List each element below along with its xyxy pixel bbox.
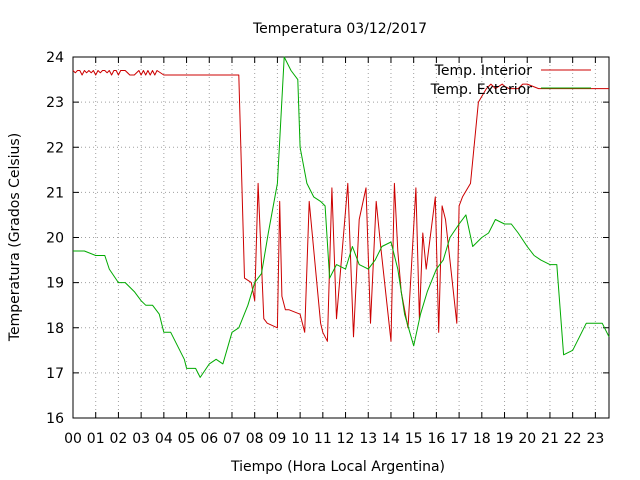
y-tick-label: 22 bbox=[46, 140, 64, 156]
x-tick-label: 20 bbox=[518, 431, 536, 447]
x-tick-label: 05 bbox=[178, 431, 196, 447]
y-tick-label: 17 bbox=[46, 366, 64, 382]
y-tick-label: 16 bbox=[46, 411, 64, 427]
x-tick-label: 23 bbox=[586, 431, 604, 447]
series-line-temp-exterior bbox=[73, 56, 610, 378]
x-axis-label: Tiempo (Hora Local Argentina) bbox=[230, 459, 445, 475]
x-tick-label: 15 bbox=[405, 431, 423, 447]
legend-label-temp-interior: Temp. Interior bbox=[434, 63, 533, 79]
x-tick-label: 02 bbox=[110, 431, 128, 447]
legend-label-temp-exterior: Temp. Exterior bbox=[430, 82, 533, 98]
x-tick-label: 04 bbox=[155, 431, 173, 447]
x-tick-label: 09 bbox=[268, 431, 286, 447]
x-tick-label: 00 bbox=[64, 431, 82, 447]
x-tick-label: 07 bbox=[223, 431, 241, 447]
x-tick-label: 11 bbox=[314, 431, 332, 447]
x-tick-label: 22 bbox=[564, 431, 582, 447]
y-axis-label: Temperatura (Grados Celsius) bbox=[7, 133, 23, 342]
y-tick-label: 21 bbox=[46, 185, 64, 201]
x-tick-label: 03 bbox=[132, 431, 150, 447]
x-tick-label: 08 bbox=[246, 431, 264, 447]
y-tick-label: 19 bbox=[46, 276, 64, 292]
y-tick-label: 24 bbox=[46, 50, 64, 66]
y-tick-label: 23 bbox=[46, 95, 64, 111]
x-tick-label: 18 bbox=[473, 431, 491, 447]
y-tick-label: 18 bbox=[46, 321, 64, 337]
series-line-temp-interior bbox=[72, 70, 609, 342]
x-tick-label: 12 bbox=[337, 431, 355, 447]
y-tick-label: 20 bbox=[46, 231, 64, 247]
chart-title: Temperatura 03/12/2017 bbox=[252, 21, 427, 37]
x-tick-label: 19 bbox=[496, 431, 514, 447]
grid bbox=[73, 57, 609, 418]
x-tick-label: 06 bbox=[200, 431, 218, 447]
series-lines bbox=[72, 56, 610, 378]
legend: Temp. Interior Temp. Exterior bbox=[430, 63, 591, 98]
x-tick-label: 10 bbox=[291, 431, 309, 447]
x-tick-label: 17 bbox=[450, 431, 468, 447]
x-tick-label: 14 bbox=[382, 431, 400, 447]
axis-ticks: 00 01 02 03 04 05 06 07 08 09 10 11 12 13 14 15 16 17 18 19… bbox=[46, 50, 609, 447]
x-tick-label: 21 bbox=[541, 431, 559, 447]
x-tick-label: 01 bbox=[87, 431, 105, 447]
x-tick-label: 13 bbox=[359, 431, 377, 447]
x-tick-label: 16 bbox=[427, 431, 445, 447]
